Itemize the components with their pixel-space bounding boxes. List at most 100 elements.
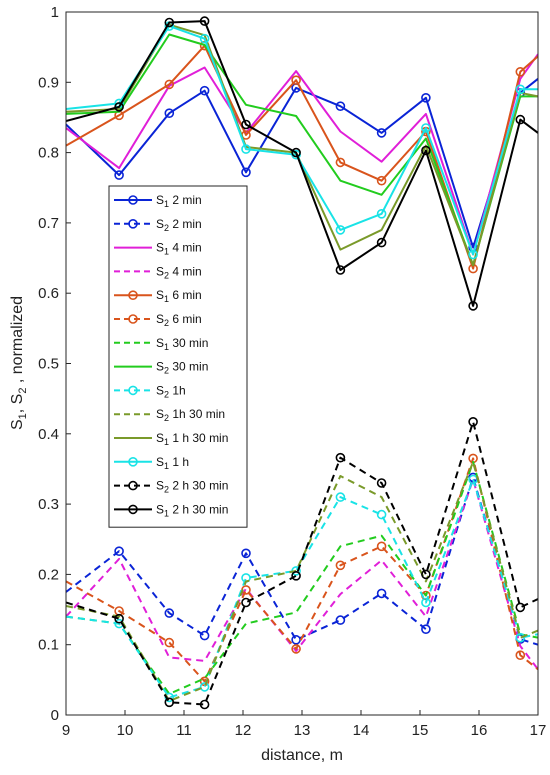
x-tick-label: 10 [117, 722, 134, 739]
y-tick-label: 0.8 [38, 145, 59, 162]
legend-marker [128, 480, 138, 491]
y-label-sub1: 1 [17, 413, 29, 419]
series-5-point [515, 67, 526, 77]
series-2-point [376, 588, 387, 599]
series-line-9 [66, 478, 538, 699]
legend-entry: S2 1h [156, 383, 186, 399]
series-1-point [114, 170, 124, 180]
series-14-point [515, 114, 526, 125]
x-tick-label: 17 [530, 722, 547, 739]
series-1-point [241, 167, 251, 178]
legend-entry: S2 2 h 30 min [156, 479, 228, 495]
series-13-point [335, 452, 346, 463]
series-13-point [376, 478, 387, 488]
series-12-point [335, 225, 346, 235]
series-2-point [199, 630, 210, 641]
y-label-sub2: 2 [17, 388, 29, 394]
series-13-point [468, 416, 478, 427]
series-2-point [164, 608, 175, 618]
y-axis: 0 0.1 0.2 0.3 0.4 0.5 0.6 0.7 0.8 0.9 1 [38, 4, 71, 724]
series-13-point [515, 602, 526, 613]
legend-entry: S2 30 min [156, 360, 208, 376]
series-12-point [515, 84, 526, 95]
plot-lines [66, 16, 538, 710]
series-5-point [164, 79, 175, 90]
series-9-point [376, 509, 387, 520]
series-2-point [335, 615, 346, 625]
series-5-point [376, 175, 387, 186]
series-6-point [515, 650, 526, 661]
series-1-point [164, 108, 175, 118]
series-2-point [114, 546, 124, 557]
series-line-13 [66, 420, 538, 706]
series-6-point [335, 560, 346, 571]
series-line-12 [66, 25, 538, 256]
x-axis-label: distance, m [261, 747, 343, 764]
legend-marker [128, 314, 138, 324]
series-line-14 [66, 20, 538, 307]
series-12-point [199, 33, 210, 44]
legend-entry: S2 4 min [156, 264, 202, 280]
series-12-point [421, 123, 431, 133]
x-tick-label: 15 [412, 722, 429, 739]
series-14-point [199, 16, 210, 26]
y-label-s1: S [9, 419, 26, 430]
y-tick-label: 0.1 [38, 637, 59, 654]
series-13-point [164, 697, 175, 708]
series-14-point [164, 17, 175, 28]
legend-entry: S2 1h 30 min [156, 407, 225, 423]
series-1-point [376, 128, 387, 138]
series-13-point [114, 613, 124, 624]
legend-entry: S1 1 h 30 min [156, 431, 228, 447]
series-9-point [335, 492, 346, 502]
series-5-point [291, 75, 301, 85]
y-tick-label: 0.3 [38, 496, 59, 513]
x-tick-label: 11 [176, 722, 192, 739]
series-12-point [376, 209, 387, 219]
series-6-point [376, 541, 387, 552]
legend-entry: S2 2 min [156, 217, 202, 233]
series-13-point [241, 597, 251, 608]
x-tick-label: 12 [235, 722, 252, 739]
y-label-mid: , S [9, 394, 26, 414]
legend-box [108, 185, 248, 528]
x-tick-label: 14 [353, 722, 370, 739]
series-14-point [291, 147, 301, 158]
series-13-point [291, 570, 301, 581]
series-1-point [421, 93, 431, 103]
series-13-point [199, 699, 210, 710]
series-9-point [421, 597, 431, 608]
series-14-point [335, 265, 346, 275]
legend: S1 2 min S2 2 min S1 4 min S2 4 min S1 6 min… [108, 185, 248, 528]
legend-marker [128, 456, 138, 467]
series-9-point [199, 682, 210, 692]
series-13-point [421, 569, 431, 580]
series-2-point [241, 548, 251, 559]
legend-marker [128, 219, 138, 229]
legend-entry: S1 1 h [156, 455, 189, 471]
series-14-point [468, 301, 478, 311]
y-tick-label: 0.7 [38, 215, 59, 232]
y-tick-label: 0.6 [38, 285, 59, 302]
series-6-point [164, 637, 175, 648]
series-9-point [515, 632, 526, 643]
y-tick-label: 0.5 [38, 356, 59, 373]
series-12-point [468, 249, 478, 260]
y-tick-label: 0.4 [38, 426, 59, 443]
legend-entry: S1 4 min [156, 241, 202, 257]
series-5-point [335, 157, 346, 168]
legend-marker [128, 385, 138, 396]
legend-entry: S1 2 min [156, 193, 202, 209]
series-6-point [291, 644, 301, 654]
series-14-point [241, 119, 251, 130]
legend-marker [128, 504, 138, 515]
series-14-point [114, 102, 124, 112]
series-1-point [335, 101, 346, 111]
y-label-tail: , normalized [9, 296, 26, 388]
x-tick-label: 16 [471, 722, 488, 739]
series-12-point [241, 144, 251, 154]
legend-entry: S2 6 min [156, 312, 202, 328]
legend-marker [128, 195, 138, 205]
